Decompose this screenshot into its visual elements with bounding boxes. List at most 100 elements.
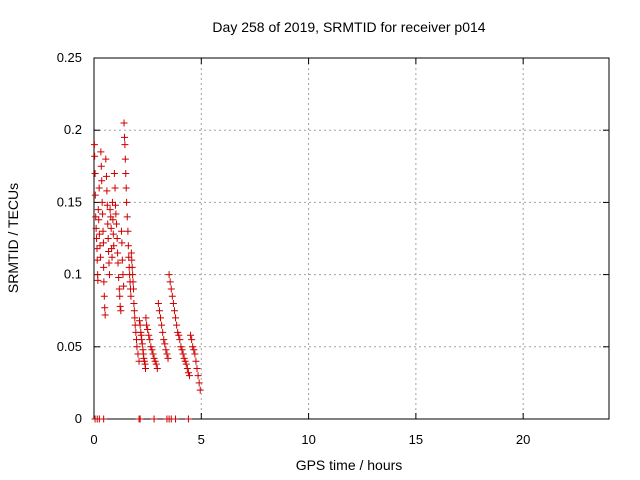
data-point bbox=[153, 364, 161, 372]
data-point bbox=[105, 247, 113, 255]
data-point bbox=[194, 372, 202, 380]
data-point bbox=[175, 331, 183, 339]
data-point bbox=[95, 184, 103, 192]
data-point bbox=[184, 369, 192, 377]
data-point bbox=[136, 321, 144, 329]
data-point bbox=[91, 152, 99, 160]
data-point bbox=[180, 354, 188, 362]
data-points bbox=[90, 119, 204, 423]
data-point bbox=[127, 249, 135, 257]
data-point bbox=[110, 242, 118, 250]
data-point bbox=[96, 242, 104, 250]
data-point bbox=[106, 206, 114, 214]
x-tick-label: 0 bbox=[90, 432, 97, 447]
data-point bbox=[97, 162, 105, 170]
data-point bbox=[164, 354, 172, 362]
data-point bbox=[136, 415, 144, 423]
data-point bbox=[113, 235, 121, 242]
data-point bbox=[103, 187, 111, 195]
y-tick-label: 0.2 bbox=[64, 122, 82, 137]
data-point bbox=[157, 314, 165, 322]
data-point bbox=[122, 170, 130, 178]
data-point bbox=[143, 321, 151, 329]
y-tick-label: 0.15 bbox=[57, 194, 82, 209]
data-point bbox=[140, 354, 148, 362]
y-tick-label: 0.05 bbox=[57, 339, 82, 354]
data-point bbox=[114, 259, 122, 267]
data-point bbox=[93, 256, 101, 264]
data-point bbox=[90, 141, 98, 149]
data-point bbox=[181, 357, 189, 365]
data-point bbox=[92, 224, 100, 232]
data-point bbox=[112, 210, 120, 218]
data-point bbox=[124, 227, 132, 235]
data-point bbox=[102, 155, 110, 163]
data-point bbox=[149, 350, 157, 358]
data-point bbox=[118, 239, 126, 247]
data-point bbox=[99, 227, 107, 235]
data-point bbox=[145, 331, 153, 339]
data-point bbox=[109, 230, 117, 238]
data-point bbox=[168, 292, 176, 300]
data-point bbox=[95, 216, 103, 224]
data-point bbox=[183, 364, 191, 372]
data-point bbox=[178, 346, 186, 354]
data-point bbox=[195, 379, 203, 387]
data-point bbox=[105, 259, 113, 267]
data-point bbox=[131, 314, 139, 322]
data-point bbox=[109, 216, 117, 224]
data-point bbox=[148, 346, 156, 354]
data-point bbox=[114, 249, 122, 257]
data-point bbox=[104, 220, 112, 228]
data-point bbox=[91, 170, 99, 178]
data-point bbox=[177, 343, 185, 351]
data-point bbox=[138, 340, 146, 348]
data-point bbox=[116, 292, 124, 300]
x-tick-label: 10 bbox=[301, 432, 315, 447]
data-point bbox=[142, 314, 150, 322]
data-point bbox=[187, 331, 195, 339]
data-point bbox=[191, 350, 199, 358]
data-point bbox=[142, 364, 149, 372]
data-point bbox=[140, 357, 148, 365]
data-point bbox=[94, 206, 102, 214]
data-point bbox=[123, 198, 131, 206]
data-point bbox=[92, 213, 100, 221]
data-point bbox=[108, 253, 116, 261]
x-tick-label: 20 bbox=[516, 432, 530, 447]
data-point bbox=[182, 360, 190, 368]
data-point bbox=[161, 340, 169, 348]
data-point bbox=[94, 276, 102, 284]
data-point bbox=[97, 148, 105, 156]
data-point bbox=[115, 273, 123, 281]
data-point bbox=[172, 314, 180, 322]
data-point bbox=[190, 346, 198, 354]
data-point bbox=[119, 271, 127, 279]
x-tick-label: 5 bbox=[198, 432, 205, 447]
data-point bbox=[113, 220, 121, 228]
data-point bbox=[174, 328, 182, 336]
data-point bbox=[184, 415, 192, 423]
x-tick-label: 15 bbox=[409, 432, 423, 447]
ticks: 0 0.05 0.1 0.15 0.2 0.25 0 5 10 15 20 bbox=[57, 50, 609, 447]
data-point bbox=[96, 253, 104, 261]
data-point bbox=[99, 210, 107, 218]
data-point bbox=[155, 307, 163, 315]
data-point bbox=[98, 177, 106, 185]
data-point bbox=[144, 325, 152, 333]
data-point bbox=[154, 299, 162, 307]
data-point bbox=[128, 256, 136, 264]
data-point bbox=[117, 227, 125, 235]
x-axis-label: GPS time / hours bbox=[296, 457, 403, 473]
data-point bbox=[130, 307, 138, 315]
data-point bbox=[170, 307, 178, 315]
data-point bbox=[146, 336, 154, 344]
data-point bbox=[120, 282, 128, 290]
data-point bbox=[102, 172, 110, 180]
data-point bbox=[173, 321, 181, 329]
data-point bbox=[103, 201, 111, 209]
data-point bbox=[123, 213, 131, 221]
y-tick-label: 0.1 bbox=[64, 267, 82, 282]
data-point bbox=[192, 357, 200, 365]
data-point bbox=[111, 184, 119, 192]
